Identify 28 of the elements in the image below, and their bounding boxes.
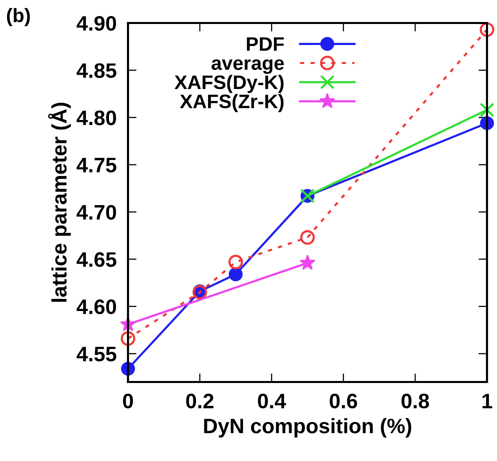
legend-label: PDF (246, 37, 284, 51)
x-tick-label: 0.8 (402, 394, 430, 408)
y-tick-label: 4.60 (76, 299, 116, 314)
y-axis-title: lattice parameter (Å) (48, 102, 71, 302)
legend-label: average (212, 59, 284, 74)
text: (b) (6, 8, 30, 26)
x-tick-label: 0.4 (258, 394, 286, 408)
point (120, 331, 136, 346)
y-tick-label: 4.70 (76, 204, 116, 220)
y-tick-label: 4.55 (76, 346, 116, 362)
y-tick-label: 4.75 (76, 158, 116, 172)
point (300, 230, 315, 245)
point (300, 254, 316, 270)
x-tick-label: 1 (482, 394, 492, 408)
legend-label: XAFS(Zr-K) (180, 94, 284, 112)
y-tick-label: 4.80 (76, 110, 116, 126)
point (480, 102, 494, 118)
x-axis-title: DyN composition (%) (204, 418, 412, 438)
y-tick-label: 4.85 (76, 63, 116, 78)
x-tick-label: 0 (123, 394, 133, 408)
point (480, 22, 494, 37)
point (228, 267, 243, 282)
y-tick-label: 4.90 (76, 16, 116, 31)
point (228, 254, 243, 270)
y-tick-label: 4.65 (76, 252, 116, 267)
x-tick-label: 0.2 (186, 394, 214, 408)
legend-label: XAFS(Dy-K) (174, 74, 284, 94)
x-tick-label: 0.6 (330, 394, 358, 408)
